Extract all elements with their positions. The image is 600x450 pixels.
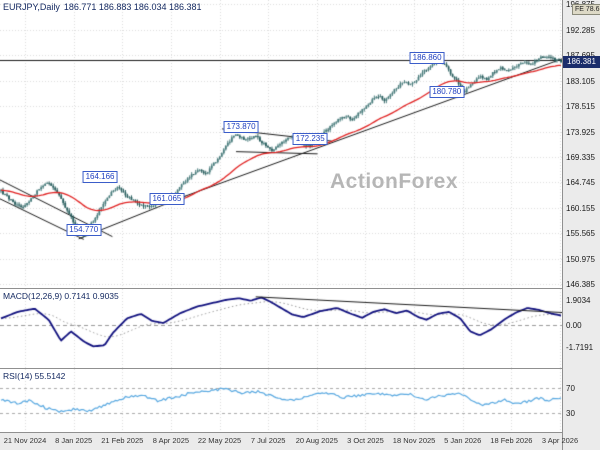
date-label: 8 Apr 2025 bbox=[152, 436, 190, 445]
price-axis-label: 173.925 bbox=[566, 127, 595, 137]
rsi-axis-label: 30 bbox=[566, 409, 575, 419]
pivot-price-label: 164.166 bbox=[82, 171, 118, 183]
pivot-price-label: 173.870 bbox=[223, 121, 259, 133]
fib-extension-badge: FE 78.6 bbox=[572, 4, 600, 15]
date-label: 3 Oct 2025 bbox=[347, 436, 384, 445]
ohlc-values: 186.771 186.883 186.034 186.381 bbox=[63, 2, 202, 12]
rsi-axis-label: 70 bbox=[566, 383, 575, 393]
panel-divider bbox=[0, 368, 562, 369]
date-label: 3 Apr 2026 bbox=[541, 436, 579, 445]
date-label: 22 May 2025 bbox=[197, 436, 242, 445]
price-axis-label: 192.285 bbox=[566, 25, 595, 35]
date-label: 20 Aug 2025 bbox=[295, 436, 338, 445]
date-label: 5 Jan 2026 bbox=[444, 436, 482, 445]
date-label: 21 Feb 2025 bbox=[101, 436, 144, 445]
price-axis-label: 178.515 bbox=[566, 102, 595, 111]
pivot-price-label: 154.770 bbox=[66, 224, 102, 236]
pivot-price-label: 161.065 bbox=[149, 193, 185, 205]
pivot-price-label: 172.235 bbox=[292, 133, 328, 145]
price-axis-label: 150.975 bbox=[566, 254, 595, 264]
rsi-chart-canvas[interactable] bbox=[0, 369, 562, 432]
price-axis-label: 169.335 bbox=[566, 152, 595, 162]
watermark: ActionForex bbox=[330, 170, 459, 193]
macd-axis-label: 0.00 bbox=[566, 320, 582, 330]
pivot-price-label: 180.780 bbox=[429, 86, 465, 98]
date-label: 7 Jul 2025 bbox=[250, 436, 286, 445]
pivot-price-label: 186.860 bbox=[409, 52, 445, 64]
chart-header: EURJPY,Daily 186.771 186.883 186.034 186.… bbox=[3, 2, 202, 12]
macd-axis-label: 1.9034 bbox=[566, 296, 591, 306]
macd-chart-canvas[interactable] bbox=[0, 289, 562, 368]
symbol-label: EURJPY,Daily bbox=[3, 2, 60, 12]
price-axis-label: 164.745 bbox=[566, 178, 595, 188]
price-axis-label: 160.155 bbox=[566, 203, 595, 213]
rsi-label: RSI(14) 55.5142 bbox=[3, 371, 66, 381]
date-label: 18 Nov 2025 bbox=[392, 436, 436, 445]
time-axis[interactable]: 21 Nov 2024 8 Jan 2025 21 Feb 2025 8 Apr 20… bbox=[0, 432, 578, 450]
macd-label: MACD(12,26,9) 0.7141 0.9035 bbox=[3, 291, 119, 301]
panel-divider bbox=[0, 288, 562, 289]
price-axis-label: 155.565 bbox=[566, 229, 595, 239]
price-chart-canvas[interactable] bbox=[0, 0, 562, 288]
current-price-badge: 186.381 bbox=[563, 56, 600, 69]
price-axis-label: 146.385 bbox=[566, 280, 595, 290]
date-label: 18 Feb 2026 bbox=[490, 436, 533, 445]
date-label: 21 Nov 2024 bbox=[3, 436, 47, 445]
price-axis-label: 183.105 bbox=[566, 76, 595, 86]
price-axis[interactable]: 186.381 196.875192.285187.695183.105178.… bbox=[562, 0, 600, 450]
date-label: 8 Jan 2025 bbox=[55, 436, 93, 445]
price-axis-label: 187.695 bbox=[566, 51, 595, 60]
macd-axis-label: -1.7191 bbox=[566, 343, 594, 353]
